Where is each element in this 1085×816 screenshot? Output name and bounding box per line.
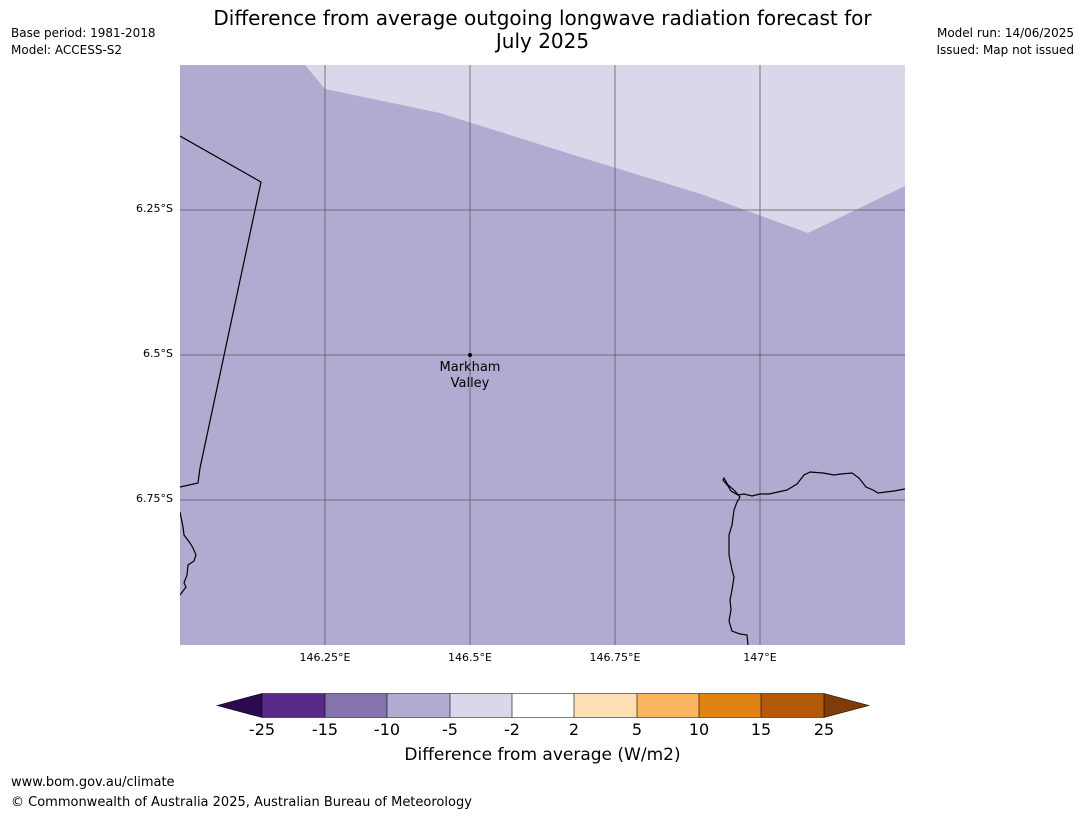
colorbar-bin-minus10-minus5 [387,693,450,718]
issued-text: Issued: Map not issued [936,43,1074,57]
colorbar-dividers [216,693,870,718]
meta-left: Base period: 1981-2018 Model: ACCESS-S2 [11,25,156,59]
model-run-text: Model run: 14/06/2025 [936,26,1074,40]
colorbar-tick-2: 2 [568,720,580,739]
footer-copyright: © Commonwealth of Australia 2025, Austra… [11,795,472,810]
colorbar-bin-minus25-minus15 [262,693,325,718]
title-line-2: July 2025 [495,29,590,53]
footer-url-link[interactable]: www.bom.gov.au/climate [11,775,175,790]
coastline-east [722,471,905,645]
colorbar-bin-15-25 [761,693,824,718]
title-line-1: Difference from average outgoing longwav… [213,6,872,30]
colorbar-tick-25: 25 [813,720,835,739]
location-marker-markham-valley [468,353,472,357]
lat-label-6-25: 6.25°S [136,202,173,215]
anomaly-region-light [305,65,905,233]
colorbar-bin-10-15 [699,693,761,718]
colorbar-tick-10: 10 [688,720,710,739]
place-label-line-1: Markham [440,360,501,375]
map-title: Difference from average outgoing longwav… [180,7,905,53]
colorbar-tick-minus10: -10 [373,720,401,739]
lat-label-6-5: 6.5°S [143,347,173,360]
lat-label-6-75: 6.75°S [136,492,173,505]
colorbar-tick-minus5: -5 [442,720,458,739]
colorbar-tick-minus15: -15 [311,720,339,739]
lon-label-146-5: 146.5°E [448,651,492,664]
base-period-text: Base period: 1981-2018 [11,26,156,40]
lon-label-146-75: 146.75°E [589,651,641,664]
colorbar-arrow-low [217,693,262,718]
colorbar-tick-minus2: -2 [504,720,520,739]
meta-right: Model run: 14/06/2025 Issued: Map not is… [936,25,1074,59]
colorbar-label: Difference from average (W/m2) [404,745,681,765]
colorbar-bin-5-10 [637,693,699,718]
colorbar-tick-minus25: -25 [248,720,276,739]
colorbar-tick-15: 15 [750,720,772,739]
colorbar-bin-2-5 [574,693,637,718]
colorbar-tick-5: 5 [631,720,643,739]
model-text: Model: ACCESS-S2 [11,43,123,57]
colorbar-arrow-high [824,693,869,718]
colorbar-bin-minus15-minus10 [325,693,387,718]
gridlines [180,65,905,645]
lon-label-147: 147°E [743,651,777,664]
colorbar-bin-minus2-2 [512,693,574,718]
place-label-line-2: Valley [451,376,490,391]
coastline-west [180,511,197,596]
map-canvas: Markham Valley [180,65,905,645]
lon-label-146-25: 146.25°E [299,651,351,664]
boundaries [180,135,905,645]
region-boundary-line [180,135,262,488]
colorbar [216,693,870,718]
colorbar-bin-minus5-minus2 [450,693,512,718]
